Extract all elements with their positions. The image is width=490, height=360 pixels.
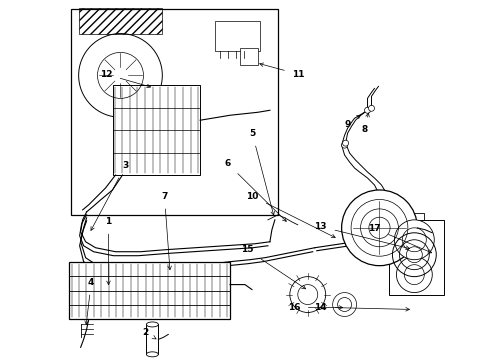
- Circle shape: [342, 190, 417, 266]
- Text: 8: 8: [362, 113, 369, 134]
- Text: 15: 15: [241, 246, 306, 289]
- Text: 6: 6: [225, 159, 286, 221]
- Circle shape: [368, 105, 374, 111]
- Text: 10: 10: [246, 192, 335, 238]
- Text: 13: 13: [315, 222, 410, 249]
- Text: 4: 4: [85, 278, 95, 324]
- Circle shape: [342, 142, 347, 148]
- Ellipse shape: [147, 322, 158, 327]
- Text: 1: 1: [105, 217, 111, 285]
- Text: 11: 11: [260, 63, 305, 79]
- Bar: [215, 21, 260, 50]
- Bar: [78, 9, 162, 33]
- Bar: [240, 48, 258, 66]
- Text: 3: 3: [91, 161, 128, 230]
- Bar: [71, 9, 278, 215]
- Circle shape: [78, 33, 162, 117]
- Circle shape: [333, 293, 357, 316]
- Text: 9: 9: [344, 115, 361, 129]
- Circle shape: [343, 140, 348, 146]
- Bar: [390, 220, 444, 294]
- Circle shape: [338, 298, 352, 311]
- Text: 12: 12: [99, 70, 150, 88]
- Circle shape: [394, 220, 434, 260]
- Text: 14: 14: [315, 303, 410, 312]
- Circle shape: [290, 276, 326, 312]
- Bar: [69, 262, 230, 319]
- Bar: [147, 324, 158, 354]
- Circle shape: [396, 257, 432, 293]
- Circle shape: [365, 107, 370, 113]
- Text: 7: 7: [161, 192, 172, 270]
- Text: 17: 17: [368, 224, 432, 253]
- Text: 2: 2: [142, 328, 156, 339]
- Text: 16: 16: [288, 303, 343, 312]
- Ellipse shape: [147, 352, 158, 357]
- Text: 5: 5: [249, 129, 274, 215]
- Bar: [394, 213, 424, 248]
- Bar: [113, 85, 200, 175]
